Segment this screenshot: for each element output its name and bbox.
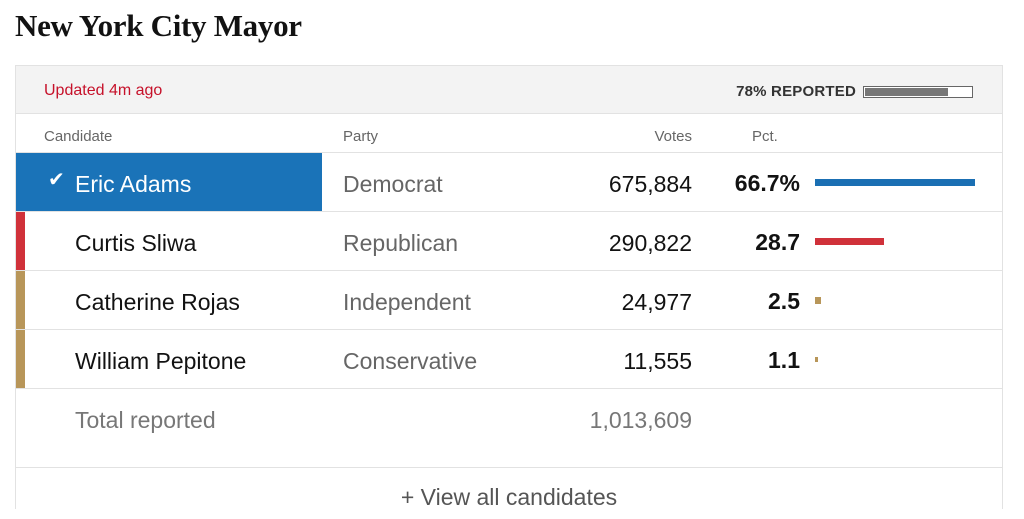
candidate-pct: 66.7% xyxy=(734,170,800,196)
candidate-party: Democrat xyxy=(343,171,443,197)
view-all-label: + View all candidates xyxy=(400,484,618,510)
table-row: Catherine Rojas Independent 24,977 2.5 xyxy=(16,270,1002,329)
candidate-name: Eric Adams xyxy=(75,171,192,197)
column-header-pct: Pct. xyxy=(752,128,778,145)
table-row: Curtis Sliwa Republican 290,822 28.7 xyxy=(16,211,1002,270)
reported-label: 78% REPORTED xyxy=(736,83,856,100)
candidate-cell: William Pepitone xyxy=(16,330,322,388)
candidate-cell: Catherine Rojas xyxy=(16,271,322,329)
pct-bar xyxy=(815,356,818,362)
candidate-votes: 24,977 xyxy=(621,289,692,315)
view-all-candidates-button[interactable]: + View all candidates xyxy=(16,467,1002,510)
results-card: Updated 4m ago 78% REPORTED Candidate Pa… xyxy=(15,65,1003,510)
candidate-name: William Pepitone xyxy=(75,348,247,374)
candidate-name: Catherine Rojas xyxy=(75,289,240,315)
total-votes: 1,013,609 xyxy=(589,407,692,433)
candidate-party: Conservative xyxy=(343,348,478,374)
checkmark-icon: ✔ xyxy=(48,169,65,191)
reported-progress-bar xyxy=(863,86,973,98)
candidate-pct: 1.1 xyxy=(768,347,800,373)
column-header-candidate: Candidate xyxy=(44,128,113,145)
candidate-party: Republican xyxy=(343,230,459,256)
candidate-cell: Curtis Sliwa xyxy=(16,212,322,270)
updated-timestamp: Updated 4m ago xyxy=(44,82,163,99)
candidate-party: Independent xyxy=(343,289,471,315)
party-color-stripe xyxy=(16,271,25,329)
candidate-name: Curtis Sliwa xyxy=(75,230,197,256)
candidate-votes: 290,822 xyxy=(608,230,692,256)
winner-cell: ✔ Eric Adams xyxy=(16,153,322,211)
party-color-stripe xyxy=(16,212,25,270)
reported-progress-fill xyxy=(865,88,948,96)
page-title: New York City Mayor xyxy=(15,8,302,43)
table-row: ✔ Eric Adams Democrat 675,884 66.7% xyxy=(16,152,1002,211)
party-color-stripe xyxy=(16,330,25,388)
pct-bar xyxy=(815,296,821,304)
column-header-votes: Votes xyxy=(654,128,692,145)
total-label: Total reported xyxy=(75,407,216,433)
candidate-pct: 2.5 xyxy=(768,288,800,314)
candidate-pct: 28.7 xyxy=(755,229,800,255)
pct-bar xyxy=(815,178,975,186)
candidate-votes: 11,555 xyxy=(623,348,692,374)
total-row: Total reported 1,013,609 xyxy=(16,388,1002,447)
table-row: William Pepitone Conservative 11,555 1.1 xyxy=(16,329,1002,388)
results-header: Updated 4m ago 78% REPORTED xyxy=(16,66,1002,114)
candidate-votes: 675,884 xyxy=(608,171,692,197)
column-header-party: Party xyxy=(343,128,379,145)
pct-bar xyxy=(815,237,884,245)
